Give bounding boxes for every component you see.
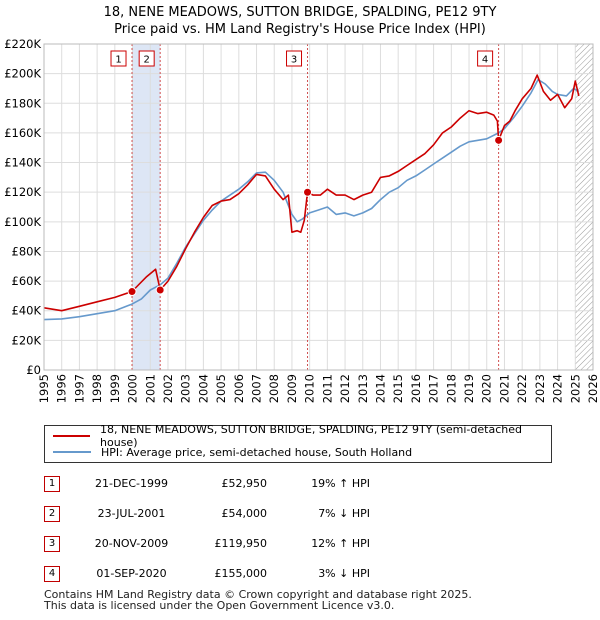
transaction-hpi-diff: 19% ↑ HPI [311,477,370,490]
sale-label-number: 2 [143,55,149,66]
chart-title-block: 18, NENE MEADOWS, SUTTON BRIDGE, SPALDIN… [0,4,600,38]
hatched-future-region [575,44,593,370]
legend: 18, NENE MEADOWS, SUTTON BRIDGE, SPALDIN… [44,423,552,463]
transaction-number: 3 [44,536,60,552]
plot-frame [43,43,594,371]
x-tick-label: 2014 [373,374,387,403]
x-tick-label: 2011 [320,374,334,403]
transaction-date: 20-NOV-2009 [94,537,169,550]
x-tick-label: 2007 [250,374,264,403]
x-tick-label: 2001 [143,374,157,403]
transaction-date: 23-JUL-2001 [97,507,166,520]
sale-point [303,187,313,197]
x-tick-label: 2022 [515,374,529,403]
legend-item-hpi: HPI: Average price, semi-detached house,… [53,444,412,460]
x-tick-label: 1996 [55,374,69,403]
y-tick-label: £80K [12,244,42,258]
x-tick-label: 2009 [285,374,299,403]
transaction-number: 2 [44,506,60,522]
sale-label-number: 3 [291,55,297,66]
y-tick-label: £40K [12,304,42,318]
transaction-hpi-diff: 12% ↑ HPI [311,537,370,550]
y-tick-label: £20K [12,333,42,347]
x-tick-label: 2019 [462,374,476,403]
y-tick-label: £220K [4,37,41,51]
x-tick-label: 2003 [179,374,193,403]
x-tick-label: 2023 [533,374,547,403]
legend-item-price: 18, NENE MEADOWS, SUTTON BRIDGE, SPALDIN… [53,423,551,449]
price-paid-line [43,74,580,312]
transaction-price: £155,000 [214,567,268,580]
transaction-price: £52,950 [221,477,268,490]
x-tick-label: 2016 [409,374,423,403]
sale-label-box [138,50,155,67]
sale-label-box [286,50,303,67]
x-tick-label: 2024 [551,374,565,403]
footer-line-licence: This data is licensed under the Open Gov… [44,599,395,612]
y-tick-label: £200K [4,67,41,81]
legend-swatch-hpi [53,451,91,453]
footer-attribution: Contains HM Land Registry data © Crown c… [44,589,472,611]
sale-label-box [477,50,494,67]
x-tick-label: 2006 [232,374,246,403]
x-tick-label: 1999 [108,374,122,403]
y-tick-label: £140K [4,156,41,170]
transaction-row: 4 01-SEP-2020 £155,000 3% ↓ HPI [44,564,564,584]
footer-line-copyright: Contains HM Land Registry data © Crown c… [44,588,472,601]
transaction-hpi-diff: 7% ↓ HPI [318,507,370,520]
hpi-line [43,78,580,321]
x-tick-label: 2026 [586,374,600,403]
transaction-price: £119,950 [214,537,268,550]
transaction-price: £54,000 [221,507,268,520]
chart-subtitle: Price paid vs. HM Land Registry's House … [114,22,486,37]
x-tick-label: 1995 [37,374,51,403]
x-tick-label: 2015 [391,374,405,403]
legend-swatch-price [53,435,91,437]
x-tick-label: 2008 [267,374,281,403]
x-tick-label: 1998 [90,374,104,403]
legend-label-hpi: HPI: Average price, semi-detached house,… [101,445,413,459]
transaction-row: 1 21-DEC-1999 £52,950 19% ↑ HPI [44,474,564,494]
y-tick-label: £160K [4,126,41,140]
y-tick-label: £120K [4,185,41,199]
x-tick-label: 2020 [480,374,494,403]
x-tick-label: 2025 [568,374,582,403]
x-tick-label: 1997 [72,374,86,403]
legend-label-price: 18, NENE MEADOWS, SUTTON BRIDGE, SPALDIN… [100,423,522,449]
x-tick-label: 2012 [338,374,352,403]
x-tick-label: 2018 [444,374,458,403]
transaction-hpi-diff: 3% ↓ HPI [318,567,370,580]
transaction-number: 4 [44,566,60,582]
plot-area [44,44,593,370]
y-tick-label: £100K [4,215,41,229]
y-tick-label: £0 [26,363,41,377]
x-tick-label: 2010 [303,374,317,403]
x-tick-label: 2004 [196,374,210,403]
sale-point [127,287,137,297]
sale-point [155,285,165,295]
shaded-ownership-range [132,44,161,370]
chart-title: 18, NENE MEADOWS, SUTTON BRIDGE, SPALDIN… [103,5,497,20]
x-tick-label: 2005 [214,374,228,403]
y-tick-label: £60K [12,274,42,288]
transaction-row: 2 23-JUL-2001 £54,000 7% ↓ HPI [44,504,564,524]
price-chart: 1 2 3 4 £0 £20K £40K £60K £80K £100K £120K £140K £1… [4,37,600,403]
y-tick-label: £180K [4,96,41,110]
x-tick-label: 2002 [161,374,175,403]
transaction-row: 3 20-NOV-2009 £119,950 12% ↑ HPI [44,534,564,554]
x-tick-label: 2021 [497,374,511,403]
transaction-date: 21-DEC-1999 [94,477,169,490]
transaction-date: 01-SEP-2020 [96,567,167,580]
sale-point [494,135,504,145]
x-tick-label: 2000 [126,374,140,403]
x-tick-label: 2013 [356,374,370,403]
sale-label-number: 4 [482,55,488,66]
x-tick-label: 2017 [427,374,441,403]
sale-label-box [110,50,127,67]
sale-label-number: 1 [115,55,121,66]
transaction-number: 1 [44,476,60,492]
